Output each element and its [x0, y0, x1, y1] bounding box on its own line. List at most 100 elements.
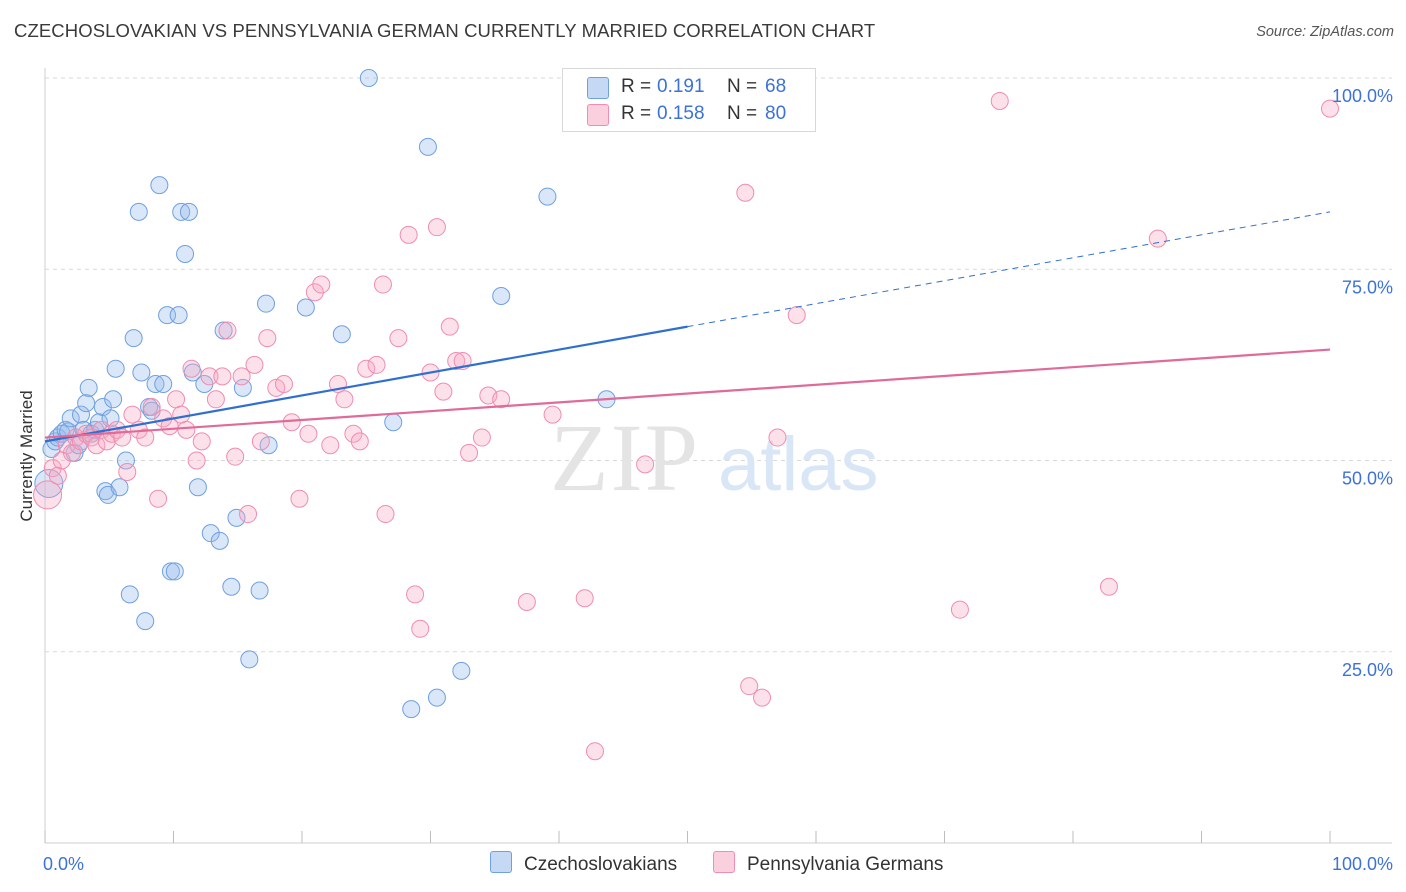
data-point [332, 325, 351, 344]
legend-r-label: R = [621, 76, 652, 97]
data-point [447, 352, 466, 371]
data-point [233, 378, 252, 397]
watermark-atlas: atlas [718, 422, 879, 507]
y-tick-label: 25.0% [1342, 660, 1393, 680]
data-point [245, 355, 264, 374]
data-point [736, 183, 755, 202]
data-point [120, 585, 139, 604]
data-point [740, 677, 759, 696]
data-points [33, 69, 1339, 761]
bottom-legend-czechoslovakians: Czechoslovakians [490, 851, 677, 876]
data-point [990, 91, 1009, 110]
axes [44, 68, 1392, 844]
chart-title: CZECHOSLOVAKIAN VS PENNSYLVANIA GERMAN C… [14, 20, 876, 41]
data-point [154, 375, 173, 393]
data-point [251, 432, 270, 451]
data-point [239, 505, 258, 524]
data-point [79, 378, 98, 397]
data-point [373, 275, 392, 294]
bottom-legend-label: Czechoslovakians [524, 854, 678, 875]
data-point [275, 375, 294, 393]
data-point [543, 405, 562, 424]
data-point [201, 524, 220, 543]
data-point [305, 283, 324, 302]
trend-lines [44, 211, 1331, 443]
data-point [187, 451, 206, 470]
data-point [227, 508, 246, 527]
trend-line-extension-0 [687, 211, 1331, 328]
data-point [950, 600, 969, 619]
data-point [357, 359, 376, 378]
data-point [150, 176, 169, 195]
data-point [538, 187, 557, 206]
data-point [146, 375, 165, 393]
data-point [290, 489, 309, 508]
data-point [213, 367, 232, 386]
data-point [161, 562, 180, 581]
data-point [517, 593, 536, 612]
data-point [312, 275, 331, 294]
watermark-zip: ZIP [550, 404, 700, 511]
data-point [753, 688, 772, 707]
data-point [1099, 577, 1118, 596]
x-tick-label: 0.0% [43, 854, 84, 874]
data-point [768, 428, 787, 447]
legend-r-label: R = [621, 103, 652, 124]
data-point [460, 443, 479, 462]
data-point [434, 382, 453, 401]
data-point [492, 287, 511, 306]
legend-n-label: N = [727, 103, 758, 124]
data-point [104, 390, 123, 409]
data-point [585, 742, 604, 761]
data-point [427, 218, 446, 237]
data-point [33, 480, 63, 510]
data-point [472, 428, 491, 447]
data-point [48, 466, 67, 485]
data-point [124, 329, 143, 348]
data-point [399, 225, 418, 244]
data-point [299, 424, 318, 443]
data-point [182, 359, 201, 378]
data-point [165, 562, 184, 581]
data-point [116, 451, 135, 470]
data-point [232, 367, 251, 386]
data-point [192, 432, 211, 451]
data-point [296, 298, 315, 317]
legend-n-value: 68 [765, 76, 787, 97]
data-point [359, 69, 378, 87]
legend: R = 0.191 N = 68 R = 0.158 N = 80 [562, 68, 816, 132]
data-point [169, 306, 188, 325]
data-point [389, 329, 408, 348]
y-tick-label: 75.0% [1342, 277, 1393, 297]
data-point [210, 531, 229, 550]
data-point [110, 478, 129, 497]
data-point [411, 619, 430, 638]
data-point [344, 424, 363, 443]
data-point [206, 390, 225, 409]
y-tick-label: 100.0% [1332, 86, 1393, 106]
bottom-legend-swatch-pink [713, 851, 735, 873]
data-point [77, 394, 96, 413]
data-point [402, 700, 421, 719]
data-point [1321, 99, 1339, 118]
grid-lines [45, 77, 1392, 653]
data-point [636, 455, 655, 474]
data-point [176, 244, 195, 263]
data-point [787, 306, 806, 325]
data-point [250, 581, 269, 600]
data-point [350, 432, 369, 451]
data-point [257, 294, 276, 313]
bottom-legend-pennsylvania-germans: Pennsylvania Germans [713, 851, 943, 876]
y-axis-label: Currently Married [17, 390, 36, 522]
data-point [188, 478, 207, 497]
data-point [240, 650, 259, 669]
source-label: Source: ZipAtlas.com [1256, 24, 1394, 40]
trend-line-0 [44, 325, 688, 443]
data-point [200, 367, 219, 386]
data-point [406, 585, 425, 604]
data-point [427, 688, 446, 707]
data-point [418, 137, 437, 156]
x-tick-label: 100.0% [1332, 854, 1393, 874]
data-point [226, 447, 245, 466]
